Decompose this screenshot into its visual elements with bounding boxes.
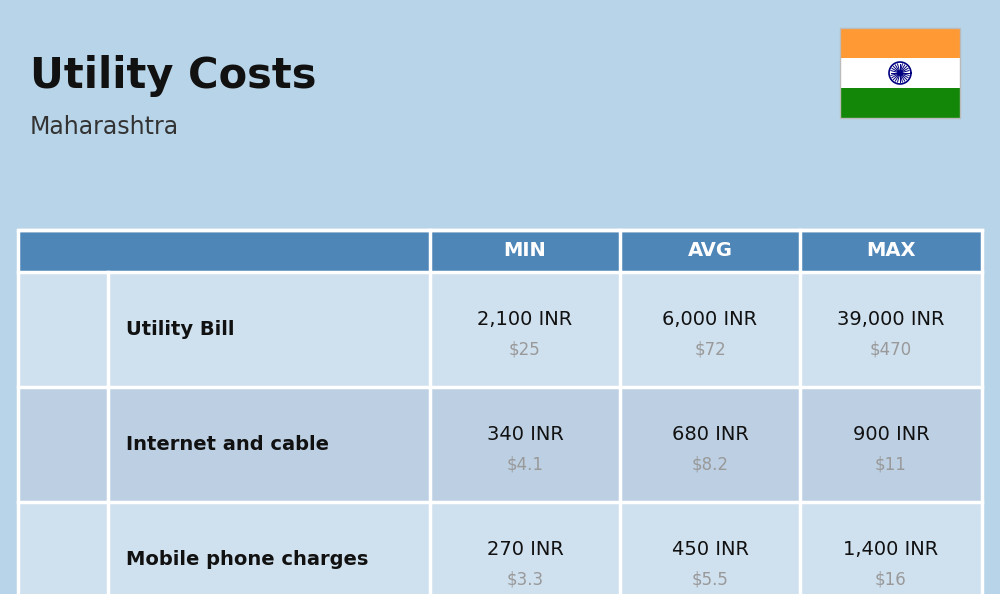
Bar bbox=[840, 88, 960, 118]
Text: Utility Bill: Utility Bill bbox=[126, 320, 234, 339]
Text: $11: $11 bbox=[875, 456, 907, 473]
Text: Utility Costs: Utility Costs bbox=[30, 55, 316, 97]
Bar bbox=[18, 272, 982, 387]
Text: $72: $72 bbox=[694, 340, 726, 359]
Text: $25: $25 bbox=[509, 340, 541, 359]
Text: 450 INR: 450 INR bbox=[672, 540, 748, 559]
Text: $16: $16 bbox=[875, 570, 907, 589]
Text: 340 INR: 340 INR bbox=[487, 425, 563, 444]
Bar bbox=[18, 387, 982, 502]
Text: $5.5: $5.5 bbox=[692, 570, 728, 589]
Text: 1,400 INR: 1,400 INR bbox=[843, 540, 939, 559]
Text: 2,100 INR: 2,100 INR bbox=[477, 310, 573, 329]
Text: MAX: MAX bbox=[866, 242, 916, 261]
Text: 680 INR: 680 INR bbox=[672, 425, 748, 444]
Bar bbox=[840, 58, 960, 88]
Text: MIN: MIN bbox=[504, 242, 546, 261]
Text: $4.1: $4.1 bbox=[507, 456, 544, 473]
Text: 6,000 INR: 6,000 INR bbox=[662, 310, 758, 329]
Bar bbox=[840, 28, 960, 118]
Text: $470: $470 bbox=[870, 340, 912, 359]
Bar bbox=[18, 230, 982, 272]
Bar bbox=[18, 502, 982, 594]
Text: Internet and cable: Internet and cable bbox=[126, 435, 329, 454]
Bar bbox=[18, 230, 982, 594]
Text: 270 INR: 270 INR bbox=[487, 540, 563, 559]
Text: Mobile phone charges: Mobile phone charges bbox=[126, 550, 368, 569]
Text: AVG: AVG bbox=[688, 242, 732, 261]
Text: 900 INR: 900 INR bbox=[853, 425, 929, 444]
Text: $3.3: $3.3 bbox=[506, 570, 544, 589]
Text: $8.2: $8.2 bbox=[692, 456, 728, 473]
Text: 39,000 INR: 39,000 INR bbox=[837, 310, 945, 329]
Bar bbox=[840, 28, 960, 58]
Circle shape bbox=[898, 71, 902, 75]
Text: Maharashtra: Maharashtra bbox=[30, 115, 179, 139]
